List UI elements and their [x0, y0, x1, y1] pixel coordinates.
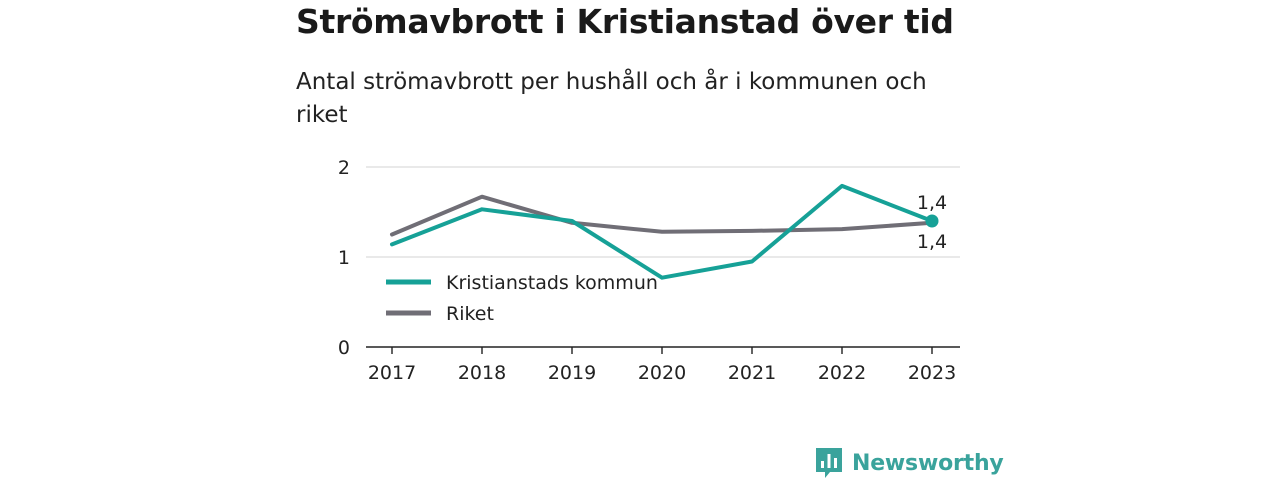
series-lines — [390, 183, 939, 280]
y-tick-label-0: 0 — [338, 337, 350, 359]
x-tick-label-2018: 2018 — [458, 362, 506, 384]
series-line-kristianstad — [390, 183, 934, 280]
x-axis: 2017 2018 2019 2020 2021 2022 2023 — [366, 346, 960, 384]
legend-label-kristianstad: Kristianstads kommun — [446, 272, 658, 294]
x-tick-label-2022: 2022 — [818, 362, 866, 384]
series-line-riket — [390, 194, 934, 237]
x-tick-label-2017: 2017 — [368, 362, 416, 384]
chart-title: Strömavbrott i Kristianstad över tid — [296, 2, 954, 41]
y-tick-label-2: 2 — [338, 157, 350, 179]
value-label-kristianstad-2023: 1,4 — [917, 192, 947, 214]
x-tick-label-2020: 2020 — [638, 362, 686, 384]
x-tick-label-2021: 2021 — [728, 362, 776, 384]
end-marker-kristianstad — [925, 214, 939, 228]
legend: Kristianstads kommun Riket — [386, 272, 658, 325]
x-tick-label-2023: 2023 — [908, 362, 956, 384]
end-value-labels: 1,4 1,4 — [917, 192, 947, 253]
legend-label-riket: Riket — [446, 303, 494, 325]
y-axis-ticks: 0 1 2 — [338, 157, 350, 359]
value-label-riket-2023: 1,4 — [917, 231, 947, 253]
brand-name: Newsworthy — [852, 450, 1004, 476]
chart-subtitle: Antal strömavbrott per hushåll och år i … — [296, 69, 927, 128]
bar-chart-speech-bubble-icon — [816, 448, 842, 478]
newsworthy-logo: Newsworthy — [814, 446, 1004, 480]
x-tick-label-2019: 2019 — [548, 362, 596, 384]
y-tick-label-1: 1 — [338, 247, 350, 269]
gridlines — [366, 166, 960, 258]
